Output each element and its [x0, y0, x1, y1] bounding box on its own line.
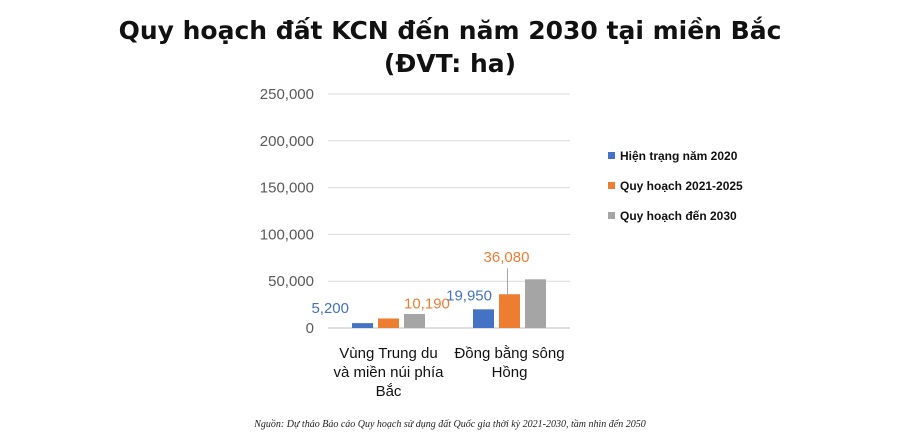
y-tick-label: 50,000	[268, 273, 314, 290]
legend-label: Quy hoạch đến 2030	[620, 209, 737, 223]
legend: Hiện trạng năm 2020 Quy hoạch 2021-2025 Qu…	[608, 149, 743, 223]
category-label: Đồng bằng sông Hồng	[454, 345, 564, 381]
legend-swatch	[608, 212, 615, 219]
category-label-line: Vùng Trung du	[339, 345, 437, 362]
category-label-line: Bắc	[376, 383, 402, 400]
y-axis-ticks: 0 50,000 100,000 150,000 200,000 250,000	[260, 86, 314, 337]
y-tick-label: 150,000	[260, 180, 314, 197]
data-label: 36,080	[484, 249, 530, 266]
data-label: 19,950	[446, 287, 492, 304]
legend-swatch	[608, 182, 615, 189]
category-label-line: và miền núi phía	[333, 364, 444, 381]
y-tick-label: 100,000	[260, 226, 314, 243]
category-label-line: Đồng bằng sông	[454, 345, 564, 362]
category-label: Vùng Trung du và miền núi phía Bắc	[333, 345, 444, 400]
data-label: 10,190	[404, 295, 450, 312]
y-tick-label: 0	[306, 320, 314, 337]
bar	[352, 323, 373, 328]
bar	[473, 309, 494, 328]
bar	[499, 294, 520, 328]
y-tick-label: 250,000	[260, 86, 314, 103]
chart-title: Quy hoạch đất KCN đến năm 2030 tại miền …	[0, 14, 900, 80]
legend-swatch	[608, 152, 615, 159]
y-tick-label: 200,000	[260, 133, 314, 150]
chart-title-line1: Quy hoạch đất KCN đến năm 2030 tại miền …	[118, 16, 782, 45]
x-axis-categories: Vùng Trung du và miền núi phía Bắc Đồng bằn…	[333, 345, 564, 400]
data-label: 5,200	[311, 300, 349, 317]
bar	[404, 313, 425, 328]
bar	[525, 279, 546, 328]
source-note: Nguồn: Dự thảo Báo cáo Quy hoạch sử dụng…	[254, 419, 646, 430]
legend-label: Quy hoạch 2021-2025	[620, 179, 743, 193]
category-label-line: Hồng	[492, 364, 528, 381]
bars	[352, 279, 546, 328]
chart-title-line2: (ĐVT: ha)	[383, 49, 517, 78]
bar	[378, 318, 399, 328]
legend-label: Hiện trạng năm 2020	[620, 149, 738, 163]
